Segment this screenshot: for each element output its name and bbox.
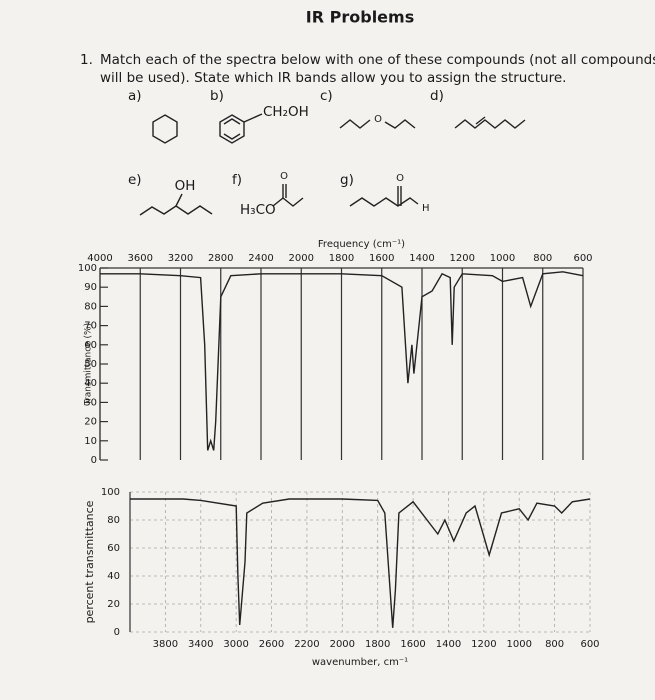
title: IR Problems [306,8,414,27]
x-tick-label: 1400 [409,253,434,264]
atom-label: O [280,171,288,182]
y-tick-label: 100 [101,487,120,498]
y-tick-label: 30 [84,397,97,408]
y-tick-label: 20 [84,417,97,428]
x-tick-label: 2600 [259,639,284,650]
y-tick-label: 20 [107,599,120,610]
compound-label: a) [128,88,142,104]
x-tick-label: 1400 [436,639,461,650]
x-tick-label: 4000 [87,253,112,264]
chain [349,197,419,207]
compound-label: g) [340,172,354,188]
x-tick-label: 3600 [128,253,153,264]
compound-label: b) [210,88,224,104]
spectrum-line [100,271,584,451]
x-axis-label: Frequency (cm⁻¹) [318,239,405,250]
x-tick-label: 2200 [294,639,319,650]
y-tick-label: 100 [78,263,97,274]
y-tick-label: 60 [107,543,120,554]
cyclohexane [152,114,178,144]
x-tick-label: 2800 [208,253,233,264]
benzene-bond [223,133,241,140]
y-tick-label: 80 [107,515,120,526]
x-tick-label: 1200 [450,253,475,264]
bond [175,193,183,207]
y-tick-label: 0 [91,455,97,466]
y-tick-label: 40 [107,571,120,582]
x-tick-label: 800 [533,253,552,264]
question-number: 1. [80,52,93,68]
x-tick-label: 800 [545,639,564,650]
chain [139,205,213,216]
atom-label: H [422,203,430,214]
y-tick-label: 0 [114,627,120,638]
question-line: Match each of the spectra below with one… [100,52,655,68]
spectra: 4000 3600 3200 2800 2400 2000 1800 1600 1400 1200… [78,239,600,668]
compound-label: c) [320,88,333,104]
atom-label: O [374,114,382,125]
chain [272,197,304,207]
x-tick-label: 1800 [329,253,354,264]
benzene-bond [223,118,241,125]
y-axis-label: percent transmittance [83,500,96,623]
compound-label: f) [232,172,242,188]
y-tick-label: 90 [84,282,97,293]
question-line: will be used). State which IR bands allo… [100,70,566,86]
atom-label: O [396,173,404,184]
x-tick-label: 3200 [168,253,193,264]
x-tick-label: 3400 [188,639,213,650]
y-tick-label: 80 [84,301,97,312]
group-label: H₃CO [240,202,276,218]
y-tick-label: 60 [84,340,97,351]
compound-label: d) [430,88,444,104]
spectrum-line [130,498,591,628]
x-tick-label: 600 [580,639,599,650]
x-tick-label: 2000 [289,253,314,264]
x-tick-label: 1600 [400,639,425,650]
x-tick-label: 600 [573,253,592,264]
x-tick-label: 1200 [471,639,496,650]
x-tick-label: 1800 [365,639,390,650]
x-tick-label: 3800 [153,639,178,650]
atom-label: OH [175,178,196,194]
y-axis-label: Transmittance (%) [84,323,94,406]
x-tick-label: 1000 [490,253,515,264]
x-tick-label: 2000 [330,639,355,650]
group-label: CH₂OH [263,104,309,120]
y-tick-label: 10 [84,436,97,447]
y-tick-label: 40 [84,378,97,389]
y-tick-label: 70 [84,321,97,332]
chain [384,119,416,129]
bond [243,113,263,123]
x-tick-label: 1600 [369,253,394,264]
double-bond [475,116,486,125]
x-axis-label: wavenumber, cm⁻¹ [312,657,408,668]
x-tick-label: 2400 [248,253,273,264]
y-tick-label: 50 [84,359,97,370]
x-tick-label: 1000 [507,639,532,650]
alkene-chain [454,119,526,129]
compound-label: e) [128,172,142,188]
x-tick-label: 3000 [223,639,248,650]
chain [339,119,371,129]
